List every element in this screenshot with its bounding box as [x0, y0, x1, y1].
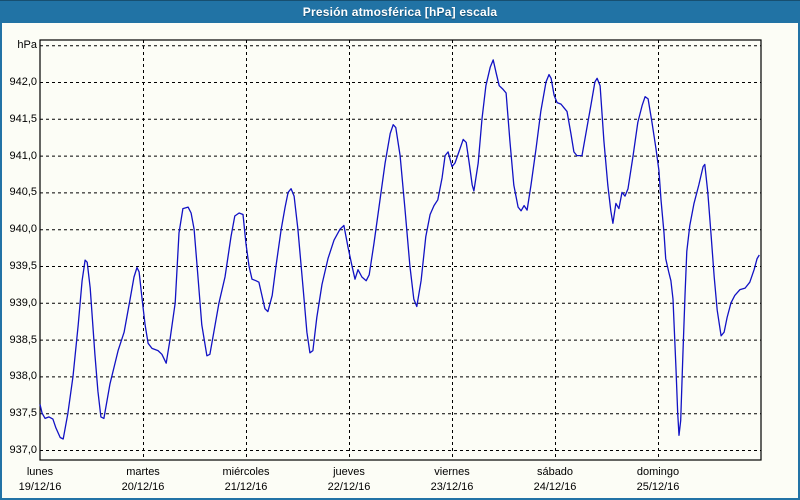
y-axis-unit-label: hPa	[17, 39, 37, 52]
x-axis-date-label: 19/12/16	[18, 481, 62, 493]
x-axis-date-label: 25/12/16	[636, 481, 680, 493]
x-axis-date-label: 24/12/16	[533, 481, 577, 493]
x-axis-day-label: viernes	[434, 466, 470, 478]
x-axis-date-label: 22/12/16	[327, 481, 371, 493]
y-axis-tick-label: 941,0	[9, 149, 37, 162]
y-axis-tick-label: 937,5	[9, 407, 37, 420]
x-axis-day-label: sábado	[536, 466, 574, 478]
x-axis-day-label: domingo	[636, 466, 680, 478]
y-axis-tick-label: 938,0	[9, 370, 37, 383]
window-title: Presión atmosférica [hPa] escala	[302, 5, 498, 19]
x-axis-date-label: 20/12/16	[121, 481, 165, 493]
y-axis-tick-label: 941,5	[9, 112, 37, 125]
x-axis-day-label: jueves	[333, 466, 365, 478]
x-axis-date-label: 23/12/16	[430, 481, 474, 493]
pressure-line	[39, 59, 760, 440]
plot-frame	[39, 39, 762, 461]
y-axis-tick-label: 940,5	[9, 186, 37, 199]
x-axis-day-label: martes	[126, 466, 160, 478]
y-axis-tick-label: 937,0	[9, 444, 37, 456]
x-axis-day-label: lunes	[26, 466, 54, 478]
y-axis-tick-label: 939,5	[9, 260, 37, 272]
y-axis-tick-label: 942,0	[9, 76, 37, 88]
y-axis-tick-label: 939,0	[9, 296, 37, 309]
x-axis-day-label: miércoles	[222, 466, 270, 478]
x-axis-date-label: 21/12/16	[224, 481, 268, 493]
y-axis-tick-label: 940,0	[9, 223, 37, 236]
title-bar: Presión atmosférica [hPa] escala	[0, 0, 800, 23]
y-axis-tick-label: 938,5	[9, 333, 37, 346]
